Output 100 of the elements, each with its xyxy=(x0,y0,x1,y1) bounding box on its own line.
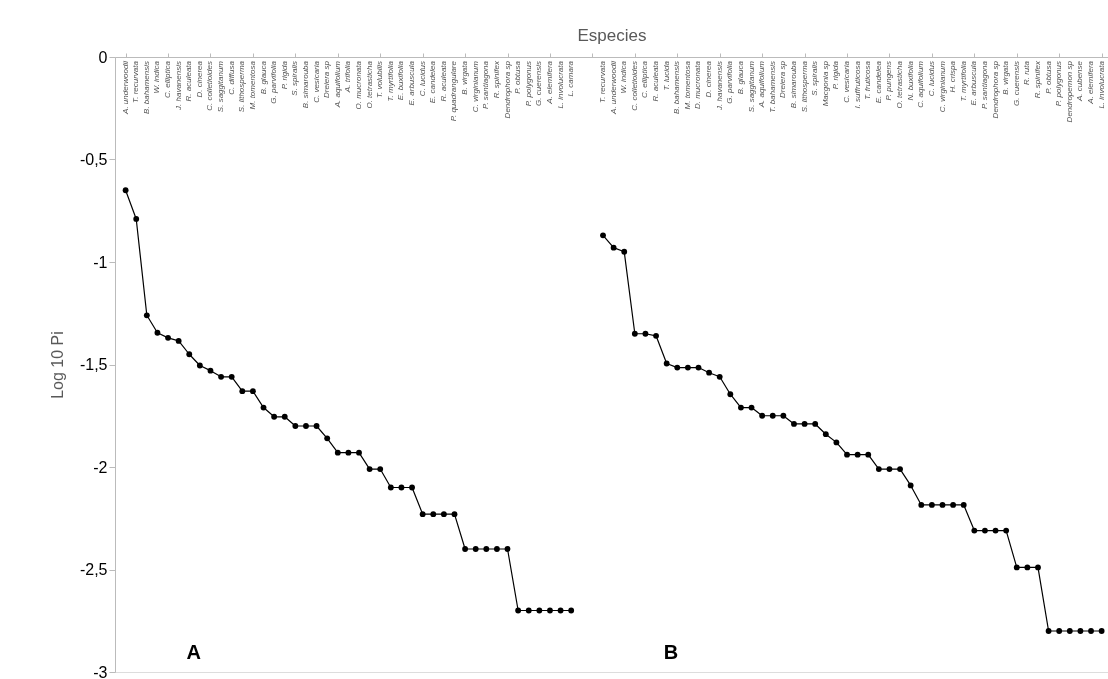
y-tick-label: 0 xyxy=(98,48,108,66)
x-tick-label: E. arbuscula xyxy=(969,60,979,106)
x-tick-label: C. colletioides xyxy=(205,61,215,111)
x-tick-label: R. aculeata xyxy=(651,60,661,102)
y-axis-title: Log 10 Pi xyxy=(48,331,66,399)
x-tick-label: C. diffusa xyxy=(226,60,236,95)
x-tick-label: B. virgata xyxy=(1001,60,1011,95)
x-tick-label: E. candelea xyxy=(873,60,883,104)
x-tick-label: R. aculeata xyxy=(184,60,194,102)
x-tick-label: O. mucronata xyxy=(354,60,364,110)
x-tick-label: Dreiera sp xyxy=(322,60,332,98)
x-tick-label: L. camara xyxy=(566,60,576,97)
y-tick-label: -0,5 xyxy=(79,151,108,168)
x-axis-title: Especies xyxy=(577,26,647,45)
x-tick-label: R. spinifex xyxy=(491,60,501,99)
x-tick-label: E. candelea xyxy=(428,60,438,104)
x-tick-label: W. indica xyxy=(619,60,629,94)
x-tick-label: P. rigida xyxy=(831,60,841,90)
x-tick-label: N. buxifolia xyxy=(905,60,915,101)
x-tick-label: Dendrophora sp xyxy=(502,60,512,119)
x-tick-label: R. aculeata xyxy=(438,60,448,102)
y-tick-label: -2,5 xyxy=(79,561,108,578)
x-tick-label: P. pungens xyxy=(884,61,894,101)
y-tick-label: -1 xyxy=(93,253,108,271)
x-tick-label: C. lucidus xyxy=(417,61,427,97)
x-tick-label: C. aquifolium xyxy=(916,60,926,108)
x-tick-label: B. simarouba xyxy=(300,60,310,109)
x-tick-label: R. ruta xyxy=(1022,60,1032,86)
y-tick-label: -3 xyxy=(93,663,108,679)
x-tick-label: C. vesicaria xyxy=(311,60,321,103)
x-tick-label: S. spiralis xyxy=(810,61,820,96)
x-tick-label: Macgonia sp xyxy=(820,60,830,107)
x-tick-label: A. elemifera xyxy=(544,60,554,105)
x-tick-label: C. virginianum xyxy=(470,60,480,113)
x-tick-label: P. santiagona xyxy=(979,60,989,109)
x-tick-label: P. obtusa xyxy=(1043,60,1053,94)
x-tick-label: S. saggitanum xyxy=(746,60,756,113)
x-tick-label: T. recurvata xyxy=(598,60,608,103)
x-tick-label: L. involucrata xyxy=(1096,60,1106,109)
x-tick-label: C. elliptica xyxy=(640,60,650,98)
x-tick-label: Dendrophora sp xyxy=(990,60,1000,119)
x-tick-label: B. glauca xyxy=(258,60,268,95)
x-tick-label: A. aquifolium xyxy=(332,60,342,109)
x-tick-label: S. spiralis xyxy=(290,61,300,96)
x-tick-label: S. lithosperma xyxy=(799,60,809,113)
y-tick-label: -1,5 xyxy=(79,356,108,373)
x-tick-label: T. fruticosa xyxy=(863,60,873,100)
x-tick-label: I. suffruticosa xyxy=(852,60,862,109)
x-tick-label: Dreiera sp xyxy=(778,60,788,98)
x-tick-label: D. cinerea xyxy=(704,60,714,98)
x-tick-label: D. cinerea xyxy=(194,60,204,98)
x-tick-label: T. recurvata xyxy=(131,60,141,103)
x-tick-label: G. cuerensis xyxy=(1011,61,1021,106)
x-tick-label: E. buxifolia xyxy=(396,60,406,101)
x-tick-label: E. arbuscula xyxy=(407,60,417,106)
x-tick-label: W. indica xyxy=(152,60,162,94)
x-tick-label: C. lucidus xyxy=(926,61,936,97)
x-tick-label: T. lucida xyxy=(661,60,671,91)
x-tick-label: P. polygonus xyxy=(523,61,533,107)
x-tick-label: T. myrtifolia xyxy=(385,60,395,102)
x-tick-label: B. virgata xyxy=(460,60,470,95)
x-tick-label: J. havanensis xyxy=(173,61,183,111)
x-tick-label: O. tetrasticha xyxy=(895,60,905,109)
x-tick-label: A. elemifera xyxy=(1086,60,1096,105)
x-tick-label: C. elliptica xyxy=(163,60,173,98)
annotation: A xyxy=(186,641,201,663)
x-tick-label: B. simarouba xyxy=(788,60,798,109)
x-tick-label: L. involucrata xyxy=(555,60,565,109)
x-tick-label: G. cuerensis xyxy=(534,61,544,106)
y-tick-label: -2 xyxy=(93,458,108,476)
x-tick-label: D. mucronata xyxy=(693,60,703,110)
x-tick-label: P. obtusa xyxy=(513,60,523,94)
x-tick-label: J. havanensis xyxy=(714,61,724,111)
x-tick-label: T. bahamensis xyxy=(767,61,777,113)
x-tick-label: C. vesicaria xyxy=(842,60,852,103)
x-tick-label: A. cubense xyxy=(1075,60,1085,103)
x-tick-label: H. crispa xyxy=(948,60,958,93)
x-tick-label: P. rigida xyxy=(279,60,289,90)
x-tick-label: O. tetrasticha xyxy=(364,60,374,109)
x-tick-label: S. lithosperma xyxy=(237,60,247,113)
x-tick-label: B. bahamensis xyxy=(672,61,682,114)
x-tick-label: S. saggitanum xyxy=(216,60,226,113)
x-tick-label: C. virginianum xyxy=(937,60,947,113)
x-tick-label: M. tomentosa xyxy=(247,60,257,110)
x-tick-label: M. tomentosa xyxy=(682,60,692,110)
x-tick-label: B. glauca xyxy=(735,60,745,95)
x-tick-label: G. parvifolia xyxy=(725,60,735,104)
x-tick-label: T. volubilis xyxy=(375,61,385,99)
x-tick-label: A. underwoodii xyxy=(608,60,618,115)
x-tick-label: Dendropemon sp xyxy=(1064,60,1074,123)
x-tick-label: P. polygonus xyxy=(1054,61,1064,107)
x-tick-label: A. underwoodii xyxy=(120,60,130,115)
x-tick-label: C. colletioides xyxy=(629,61,639,111)
annotation: B xyxy=(663,641,679,663)
x-tick-label: R. spinifex xyxy=(1032,60,1042,99)
x-tick-label: A. trifolia xyxy=(343,60,353,94)
x-tick-label: G. parvifolia xyxy=(269,60,279,104)
x-tick-label: P. quadrangulare xyxy=(449,60,459,122)
x-tick-label: T. myrtifolia xyxy=(958,60,968,102)
x-tick-label: B. bahamensis xyxy=(141,61,151,114)
